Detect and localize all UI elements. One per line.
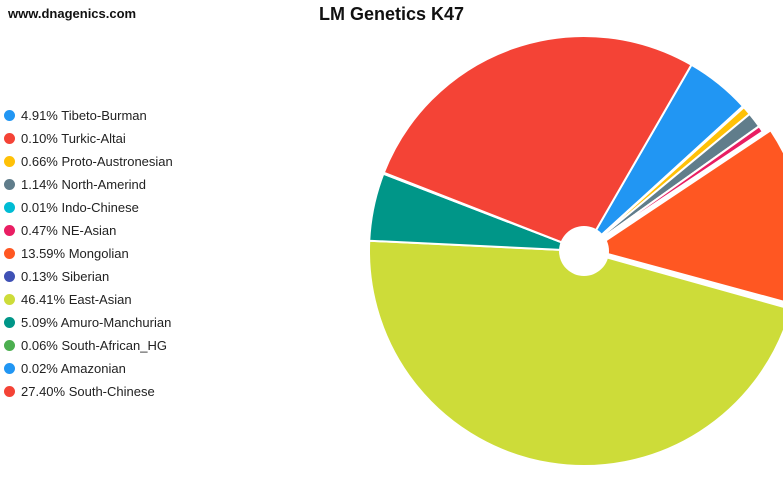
legend-item-ne-asian[interactable]: 0.47% NE-Asian bbox=[4, 219, 173, 242]
legend-item-south-african-hg[interactable]: 0.06% South-African_HG bbox=[4, 334, 173, 357]
pie-slice-ne-asian[interactable] bbox=[583, 125, 764, 252]
legend-label: 5.09% Amuro-Manchurian bbox=[21, 315, 172, 330]
legend-label: 0.47% NE-Asian bbox=[21, 223, 117, 238]
legend-item-turkic-altai[interactable]: 0.10% Turkic-Altai bbox=[4, 127, 173, 150]
legend-item-amuro-manchurian[interactable]: 5.09% Amuro-Manchurian bbox=[4, 311, 173, 334]
legend-swatch bbox=[4, 340, 15, 351]
legend-item-mongolian[interactable]: 13.59% Mongolian bbox=[4, 242, 173, 265]
pie-slice-mongolian[interactable] bbox=[590, 129, 783, 306]
legend-item-east-asian[interactable]: 46.41% East-Asian bbox=[4, 288, 173, 311]
legend-label: 1.14% North-Amerind bbox=[21, 177, 146, 192]
legend-item-tibeto-burman[interactable]: 4.91% Tibeto-Burman bbox=[4, 104, 173, 127]
legend-label: 13.59% Mongolian bbox=[21, 246, 129, 261]
legend-swatch bbox=[4, 156, 15, 167]
legend-swatch bbox=[4, 294, 15, 305]
legend-swatch bbox=[4, 133, 15, 144]
legend-label: 0.02% Amazonian bbox=[21, 361, 126, 376]
legend-label: 0.13% Siberian bbox=[21, 269, 110, 284]
legend-swatch bbox=[4, 317, 15, 328]
legend-label: 0.10% Turkic-Altai bbox=[21, 131, 126, 146]
legend-label: 0.06% South-African_HG bbox=[21, 338, 167, 353]
legend-swatch bbox=[4, 225, 15, 236]
chart-title: LM Genetics K47 bbox=[318, 4, 465, 24]
legend-label: 0.66% Proto-Austronesian bbox=[21, 154, 173, 169]
legend-item-south-chinese[interactable]: 27.40% South-Chinese bbox=[4, 380, 173, 403]
site-url-label: www.dnagenics.com bbox=[8, 6, 137, 21]
legend-item-siberian[interactable]: 0.13% Siberian bbox=[4, 265, 173, 288]
legend-label: 4.91% Tibeto-Burman bbox=[21, 108, 147, 123]
legend-label: 46.41% East-Asian bbox=[21, 292, 132, 307]
legend-swatch bbox=[4, 179, 15, 190]
legend-item-indo-chinese[interactable]: 0.01% Indo-Chinese bbox=[4, 196, 173, 219]
legend-item-proto-austronesian[interactable]: 0.66% Proto-Austronesian bbox=[4, 150, 173, 173]
legend-swatch bbox=[4, 363, 15, 374]
legend-label: 0.01% Indo-Chinese bbox=[21, 200, 139, 215]
legend-swatch bbox=[4, 202, 15, 213]
legend-swatch bbox=[4, 271, 15, 282]
legend-label: 27.40% South-Chinese bbox=[21, 384, 155, 399]
legend-swatch bbox=[4, 110, 15, 121]
chart-legend: 4.91% Tibeto-Burman 0.10% Turkic-Altai 0.6… bbox=[4, 104, 173, 403]
legend-swatch bbox=[4, 386, 15, 397]
pie-slice-east-asian[interactable] bbox=[368, 239, 783, 467]
pie-slice-south-chinese[interactable] bbox=[382, 35, 693, 252]
pie-center-hole bbox=[559, 226, 609, 276]
legend-swatch bbox=[4, 248, 15, 259]
legend-item-amazonian[interactable]: 0.02% Amazonian bbox=[4, 357, 173, 380]
legend-item-north-amerind[interactable]: 1.14% North-Amerind bbox=[4, 173, 173, 196]
